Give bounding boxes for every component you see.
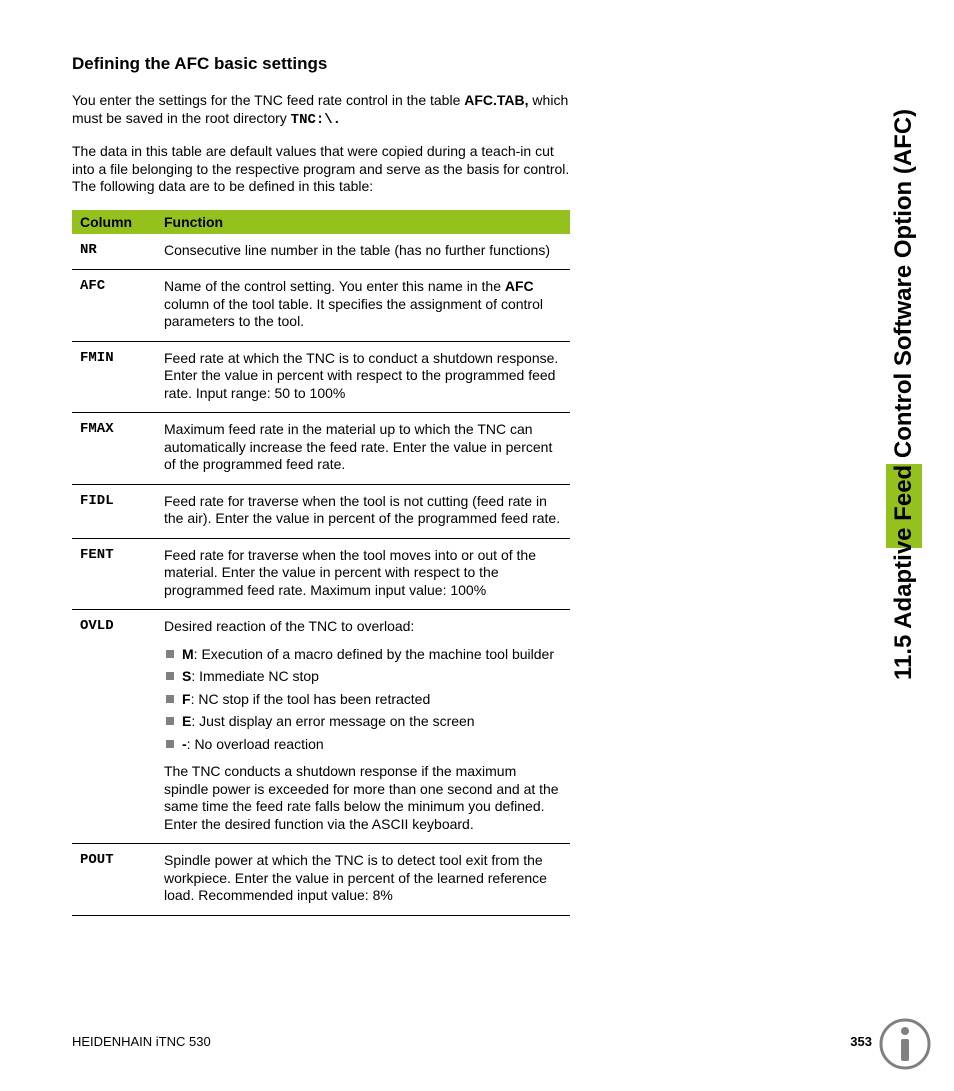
cell-text-pre: Name of the control setting. You enter t… — [164, 278, 505, 294]
side-tab: 11.5 Adaptive Feed Control Software Opti… — [886, 44, 922, 684]
table-row: AFCName of the control setting. You ente… — [72, 270, 570, 342]
table-cell-function: Desired reaction of the TNC to overload:… — [156, 610, 570, 844]
intro-paragraph-1: You enter the settings for the TNC feed … — [72, 92, 570, 129]
table-cell-key: FMIN — [72, 341, 156, 413]
list-item-value: : Execution of a macro defined by the ma… — [194, 646, 554, 662]
list-item-key: S — [182, 668, 191, 684]
table-row: NR Consecutive line number in the table (… — [72, 234, 570, 270]
side-tab-label: 11.5 Adaptive Feed Control Software Opti… — [886, 44, 922, 684]
list-item: S: Immediate NC stop — [164, 668, 562, 686]
table-cell-key: AFC — [72, 270, 156, 342]
table-header-column: Column — [72, 210, 156, 234]
cell-text-bold: AFC — [505, 278, 534, 294]
table-cell-function: Feed rate for traverse when the tool mov… — [156, 538, 570, 610]
intro-paragraph-2: The data in this table are default value… — [72, 143, 570, 196]
intro-p1-mono: TNC:\. — [291, 112, 341, 128]
table-cell-function: Name of the control setting. You enter t… — [156, 270, 570, 342]
cell-sublist: M: Execution of a macro defined by the m… — [164, 646, 562, 754]
cell-text: Name of the control setting. You enter t… — [164, 278, 562, 331]
table-cell-key: OVLD — [72, 610, 156, 844]
table-cell-key: FIDL — [72, 484, 156, 538]
cell-text: Maximum feed rate in the material up to … — [164, 421, 562, 474]
afc-settings-table: Column Function NR Consecutive line numbe… — [72, 210, 570, 916]
list-item: F: NC stop if the tool has been retracte… — [164, 691, 562, 709]
table-cell-key: FMAX — [72, 413, 156, 485]
table-row: OVLDDesired reaction of the TNC to overl… — [72, 610, 570, 844]
table-cell-function: Consecutive line number in the table (ha… — [156, 234, 570, 270]
cell-text: Consecutive line number in the table (ha… — [164, 242, 562, 260]
list-item-key: E — [182, 713, 191, 729]
cell-text: Feed rate at which the TNC is to conduct… — [164, 350, 562, 403]
cell-text: Spindle power at which the TNC is to det… — [164, 852, 562, 905]
footer-page-number: 353 — [850, 1034, 872, 1049]
info-icon — [878, 1017, 932, 1071]
table-cell-key: NR — [72, 234, 156, 270]
page-footer: HEIDENHAIN iTNC 530 353 — [72, 1034, 872, 1049]
table-header-function: Function — [156, 210, 570, 234]
intro-p1-pre: You enter the settings for the TNC feed … — [72, 92, 464, 108]
list-item-key: M — [182, 646, 194, 662]
table-cell-function: Feed rate for traverse when the tool is … — [156, 484, 570, 538]
table-cell-function: Spindle power at which the TNC is to det… — [156, 844, 570, 916]
list-item: -: No overload reaction — [164, 736, 562, 754]
list-item-value: : Just display an error message on the s… — [191, 713, 474, 729]
table-row: FENTFeed rate for traverse when the tool… — [72, 538, 570, 610]
list-item-key: F — [182, 691, 191, 707]
table-cell-key: POUT — [72, 844, 156, 916]
table-cell-key: FENT — [72, 538, 156, 610]
cell-text: The TNC conducts a shutdown response if … — [164, 763, 562, 833]
section-heading: Defining the AFC basic settings — [72, 54, 570, 74]
list-item: M: Execution of a macro defined by the m… — [164, 646, 562, 664]
table-cell-function: Feed rate at which the TNC is to conduct… — [156, 341, 570, 413]
list-item-value: : No overload reaction — [187, 736, 324, 752]
table-row: POUTSpindle power at which the TNC is to… — [72, 844, 570, 916]
intro-p1-bold: AFC.TAB, — [464, 92, 528, 108]
table-row: FIDLFeed rate for traverse when the tool… — [72, 484, 570, 538]
table-row: FMAXMaximum feed rate in the material up… — [72, 413, 570, 485]
table-row: FMINFeed rate at which the TNC is to con… — [72, 341, 570, 413]
table-cell-function: Maximum feed rate in the material up to … — [156, 413, 570, 485]
list-item: E: Just display an error message on the … — [164, 713, 562, 731]
list-item-value: : Immediate NC stop — [191, 668, 319, 684]
cell-text: Feed rate for traverse when the tool mov… — [164, 547, 562, 600]
cell-text: Feed rate for traverse when the tool is … — [164, 493, 562, 528]
footer-left: HEIDENHAIN iTNC 530 — [72, 1034, 211, 1049]
cell-text: Desired reaction of the TNC to overload: — [164, 618, 562, 636]
cell-text-post: column of the tool table. It specifies t… — [164, 296, 543, 330]
list-item-value: : NC stop if the tool has been retracted — [191, 691, 431, 707]
